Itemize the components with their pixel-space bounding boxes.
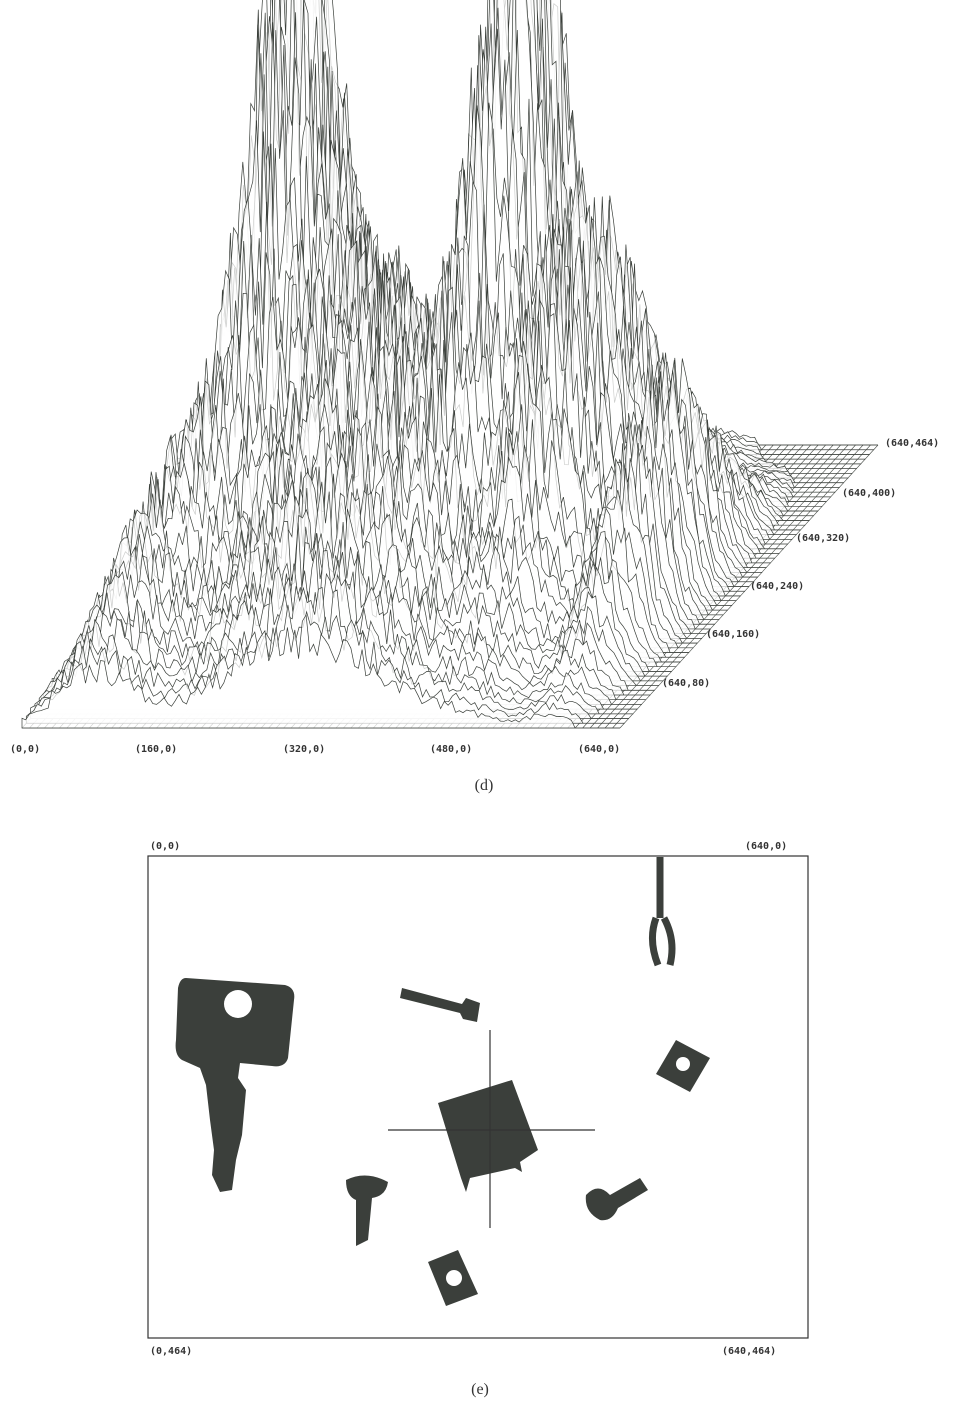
washer-hole [446,1270,462,1286]
axis-label: (480,0) [430,744,472,755]
nut-hole [676,1057,690,1071]
page: (0,0) (160,0) (320,0) (480,0) (640,0) (6… [0,0,968,1405]
wireframe-surface [22,0,878,728]
axis-label: (640,160) [706,629,760,640]
screw [346,1175,388,1246]
figure-page: (0,0) (160,0) (320,0) (480,0) (640,0) (6… [0,0,968,1405]
caption: (d) [475,777,494,794]
pendant-tool [652,857,672,965]
corner-label: (640,464) [722,1346,776,1357]
objects [176,857,710,1306]
axis-label: (0,0) [10,744,40,755]
corner-label: (0,0) [150,841,180,852]
axis-label: (640,320) [796,533,850,544]
corner-label: (0,464) [150,1346,192,1357]
axis-label: (640,0) [578,744,620,755]
screw-2 [586,1178,648,1220]
axis-label: (160,0) [135,744,177,755]
caption: (e) [471,1381,489,1398]
axis-label: (640,464) [885,438,939,449]
axis-label: (640,400) [842,488,896,499]
key-hole [224,990,252,1018]
square-part [438,1080,538,1192]
axis-label: (640,80) [662,678,710,689]
bolt [400,988,480,1022]
axis-label: (640,240) [750,581,804,592]
axis-label: (320,0) [283,744,325,755]
corner-label: (640,0) [745,841,787,852]
